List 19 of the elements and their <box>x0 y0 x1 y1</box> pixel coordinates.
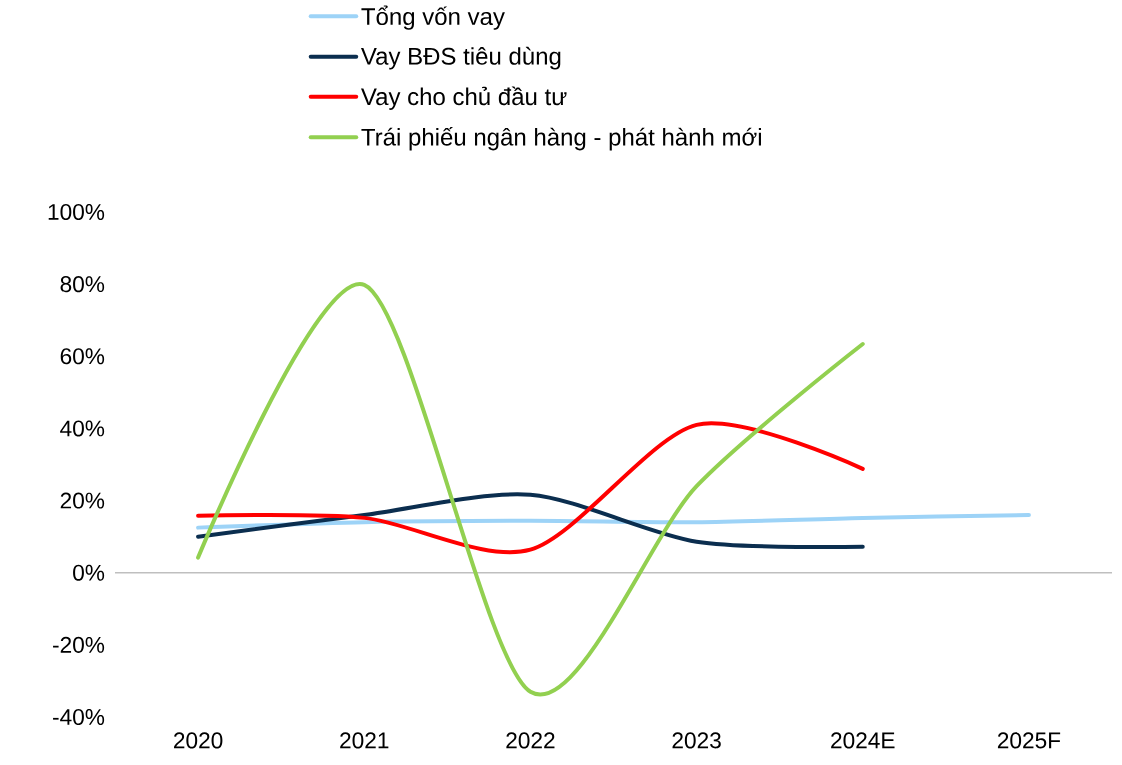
y-tick-label: 60% <box>60 348 105 365</box>
legend-label: Vay BĐS tiêu dùng <box>361 46 561 70</box>
y-tick-label: 100% <box>48 203 105 221</box>
legend-label: Trái phiếu ngân hàng - phát hành mới <box>361 126 761 151</box>
x-tick-label: 2020 <box>174 732 223 749</box>
legend-label: Vay cho chủ đầu tư <box>361 86 567 110</box>
x-tick-label: 2025F <box>997 732 1061 749</box>
x-tick-label: 2024E <box>831 732 895 749</box>
y-tick-label: 0% <box>73 564 105 581</box>
y-tick-label: 40% <box>60 420 105 437</box>
y-tick-label: 80% <box>60 276 105 293</box>
y-tick-label: -20% <box>53 636 105 653</box>
line-series <box>196 492 865 550</box>
x-tick-label: 2022 <box>506 732 555 749</box>
legend-label: Tổng vốn vay <box>361 5 505 30</box>
y-tick-label: -40% <box>53 708 105 726</box>
y-tick-label: 20% <box>60 492 105 509</box>
x-tick-label: 2021 <box>340 732 389 749</box>
x-tick-label: 2023 <box>672 732 721 749</box>
